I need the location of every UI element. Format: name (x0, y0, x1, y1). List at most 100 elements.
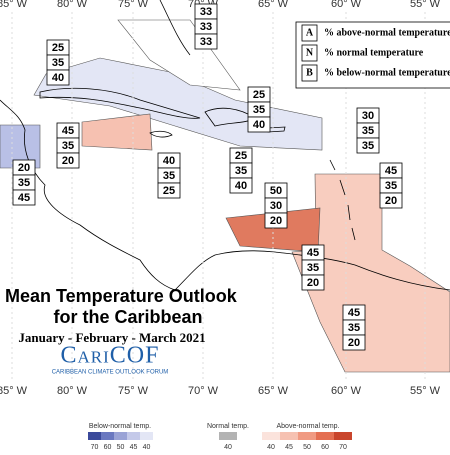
prob-cell (12, 189, 36, 206)
prob-value: 35 (362, 125, 374, 137)
prob-cell (56, 152, 80, 169)
prob-value: 30 (270, 200, 282, 212)
colorbar-tick: 45 (285, 444, 293, 450)
prob-value: 45 (62, 125, 74, 137)
prob-value: 40 (163, 155, 175, 167)
lon-label-bottom: 70° W (188, 385, 219, 397)
prob-cell (247, 116, 271, 133)
prob-value: 20 (348, 337, 360, 349)
lon-label-top: 85° W (0, 0, 28, 10)
prob-value: 35 (253, 104, 265, 116)
legend-letter-box (301, 24, 318, 42)
prob-value: 20 (18, 162, 30, 174)
colorbar-swatch (101, 432, 114, 440)
prob-value: 35 (18, 177, 30, 189)
logo-name: CariCOF (61, 343, 160, 369)
legend-text: % below-normal temperature (324, 67, 450, 78)
colorbar-tick: 45 (130, 444, 138, 450)
colorbar: Below-normal temp. 70 60 50 45 40 Normal temp.… (88, 423, 352, 451)
prob-cell (342, 334, 366, 351)
title-line1: Mean Temperature Outlook (5, 286, 238, 306)
colorbar-swatch (140, 432, 153, 440)
prob-value: 33 (200, 21, 212, 33)
prob-cell (229, 177, 253, 194)
lon-label-bottom: 85° W (0, 385, 28, 397)
prob-cell (46, 69, 70, 86)
colorbar-swatch (316, 432, 334, 440)
legend-frame (295, 21, 450, 89)
logo-subtitle: CARIBBEAN CLIMATE OUTLOOK FORUM (52, 370, 169, 376)
period: January - February - March 2021 (18, 330, 205, 345)
coast-lesser-antilles (329, 159, 356, 241)
colorbar-tick: 40 (143, 444, 151, 450)
colorbar-tick: 70 (339, 444, 347, 450)
colorbar-swatch (334, 432, 352, 440)
prob-cell (301, 274, 325, 291)
prob-value: 35 (52, 57, 64, 69)
prob-value: 25 (235, 150, 247, 162)
probability-boxes: 33 33 33 25 35 40 45 35 20 40 35 25 25 35 40 25 35 40 20 35… (12, 3, 403, 351)
colorbar-tick: 60 (321, 444, 329, 450)
legend-text: % normal temperature (324, 47, 424, 58)
colorbar-tick: 70 (91, 444, 99, 450)
prob-value: 35 (385, 180, 397, 192)
colorbar-swatch (88, 432, 101, 440)
legend (295, 21, 450, 89)
lon-label-top: 55° W (410, 0, 441, 10)
colorbar-swatch (219, 432, 237, 440)
prob-value: 25 (163, 185, 175, 197)
region-cayman (81, 113, 153, 151)
prob-value: 25 (253, 89, 265, 101)
colorbar-label: Above-normal temp. (276, 423, 339, 430)
title-line2: for the Caribbean (53, 307, 202, 327)
prob-value: 45 (385, 165, 397, 177)
prob-value: 20 (385, 195, 397, 207)
coast-south-america (174, 250, 450, 291)
prob-value: 40 (253, 119, 265, 131)
colorbar-tick: 50 (303, 444, 311, 450)
coast-cuba (39, 87, 201, 119)
prob-value: 35 (307, 262, 319, 274)
colorbar-tick: 60 (104, 444, 112, 450)
prob-value: 20 (62, 155, 74, 167)
legend-letter: A (306, 27, 314, 38)
lon-label-bottom: 65° W (258, 385, 289, 397)
prob-value: 35 (62, 140, 74, 152)
colorbar-label: Normal temp. (207, 423, 249, 430)
prob-value: 50 (270, 185, 282, 197)
prob-value: 30 (362, 110, 374, 122)
colorbar-swatch (114, 432, 127, 440)
coast-florida (159, 0, 191, 56)
prob-value: 33 (200, 36, 212, 48)
prob-value: 45 (18, 192, 30, 204)
prob-value: 35 (362, 140, 374, 152)
prob-cell (356, 137, 380, 154)
legend-letter-box (301, 44, 318, 62)
colorbar-swatch (262, 432, 280, 440)
prob-value: 40 (52, 72, 64, 84)
region-antilles (291, 173, 450, 373)
lon-label-top: 75° W (118, 0, 149, 10)
region-bahamas (117, 19, 241, 91)
prob-value: 45 (307, 247, 319, 259)
prob-cell (157, 182, 181, 199)
prob-cell (264, 212, 288, 229)
prob-value: 20 (307, 277, 319, 289)
legend-letter: N (306, 47, 314, 58)
colorbar-tick: 50 (117, 444, 125, 450)
legend-text: % above-normal temperature (324, 27, 450, 38)
lon-label-top: 65° W (258, 0, 289, 10)
colorbar-tick: 40 (224, 444, 232, 450)
prob-value: 35 (348, 322, 360, 334)
colorbar-label: Below-normal temp. (89, 423, 151, 430)
prob-value: 25 (52, 42, 64, 54)
region-belize (0, 124, 41, 169)
colorbar-swatch (127, 432, 140, 440)
prob-cell (194, 33, 218, 50)
prob-value: 40 (235, 180, 247, 192)
prob-value: 45 (348, 307, 360, 319)
lon-label-top: 60° W (331, 0, 362, 10)
legend-letter-box (301, 64, 318, 82)
coast-central-america (0, 99, 176, 291)
coast-jamaica (149, 130, 173, 138)
